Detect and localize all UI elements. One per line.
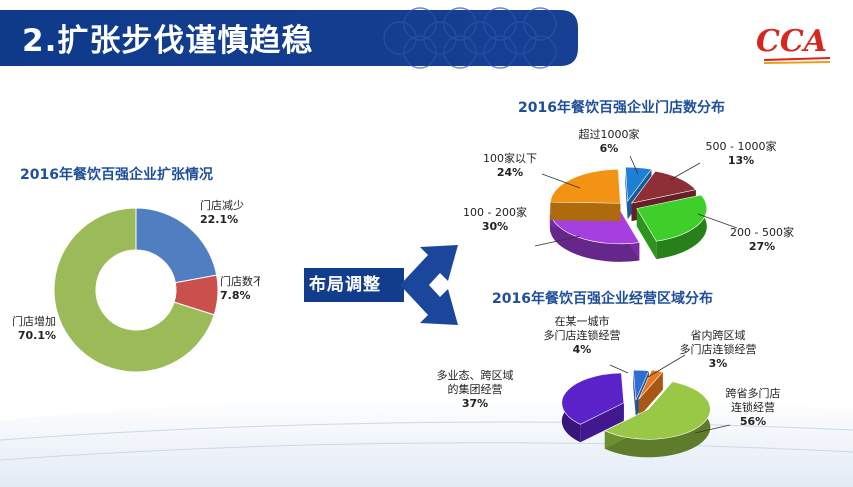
store-pie-leader-3 (534, 235, 581, 247)
store-pie-leader-4 (541, 173, 581, 189)
store-count-pie-chart: 超过1000家 6% 500 - 1000家 13% 200 - 500家 27% 100 … (463, 127, 794, 262)
region-pie-leader-2 (694, 424, 731, 434)
region-pie-slice-1 (638, 369, 664, 418)
region-pie-chart: 在某一城市多门店连锁经营 4% 省内跨区域多门店连锁经营 3% 跨省多门店连锁经营 56%… (437, 314, 781, 458)
donut-chart-title: 2016年餐饮百强企业扩张情况 (20, 167, 213, 183)
store-pie-leader-2 (697, 213, 738, 229)
store-pie-label-0: 超过1000家 6% (579, 127, 640, 155)
region-chart-title: 2016年餐饮百强企业经营区域分布 (492, 291, 713, 307)
arrow-label-box (304, 268, 404, 302)
store-pie-label-3: 100 - 200家 30% (463, 205, 527, 233)
store-pie-leader-1 (669, 162, 701, 181)
banner-pattern (383, 7, 557, 69)
donut-label-0: 门店减少 22.1% (200, 198, 244, 226)
region-pie-leader-0 (609, 364, 629, 374)
store-pie-leader-0 (629, 155, 639, 175)
region-pie-label-0: 在某一城市多门店连锁经营 4% (544, 314, 621, 356)
region-pie-leader-1 (647, 354, 686, 378)
store-pie-label-1: 500 - 1000家 13% (706, 139, 777, 167)
store-count-chart-title: 2016年餐饮百强企业门店数分布 (518, 100, 725, 116)
store-pie-label-4: 100家以下 24% (483, 151, 537, 179)
store-pie-slice-4 (550, 168, 621, 222)
region-pie-label-2: 跨省多门店连锁经营 56% (726, 386, 781, 428)
donut-label-2: 门店增加 70.1% (12, 314, 56, 342)
region-pie-label-3: 多业态、跨区域的集团经营 37% (437, 368, 514, 410)
donut-slice-2 (53, 207, 215, 373)
donut-label-1: 门店数不变7.8% (220, 274, 260, 302)
logo-wordmark: CCA (756, 24, 828, 59)
region-pie-slice-2 (604, 381, 711, 458)
donut-slice-0 (135, 207, 218, 284)
layout-adjust-label: 布局调整 (309, 275, 381, 295)
split-arrow-graphic (304, 245, 458, 325)
cca-logo: CCA (756, 24, 836, 66)
arrow-down-icon (400, 271, 458, 325)
region-pie-label-1: 省内跨区域多门店连锁经营 3% (680, 328, 757, 370)
region-pie-slice-3 (561, 372, 625, 443)
store-pie-slice-2 (636, 194, 708, 260)
store-pie-label-2: 200 - 500家 27% (730, 225, 794, 253)
chopsticks-icon (763, 57, 831, 64)
page-title: 2.扩张步伐谨慎趋稳 (22, 23, 314, 59)
